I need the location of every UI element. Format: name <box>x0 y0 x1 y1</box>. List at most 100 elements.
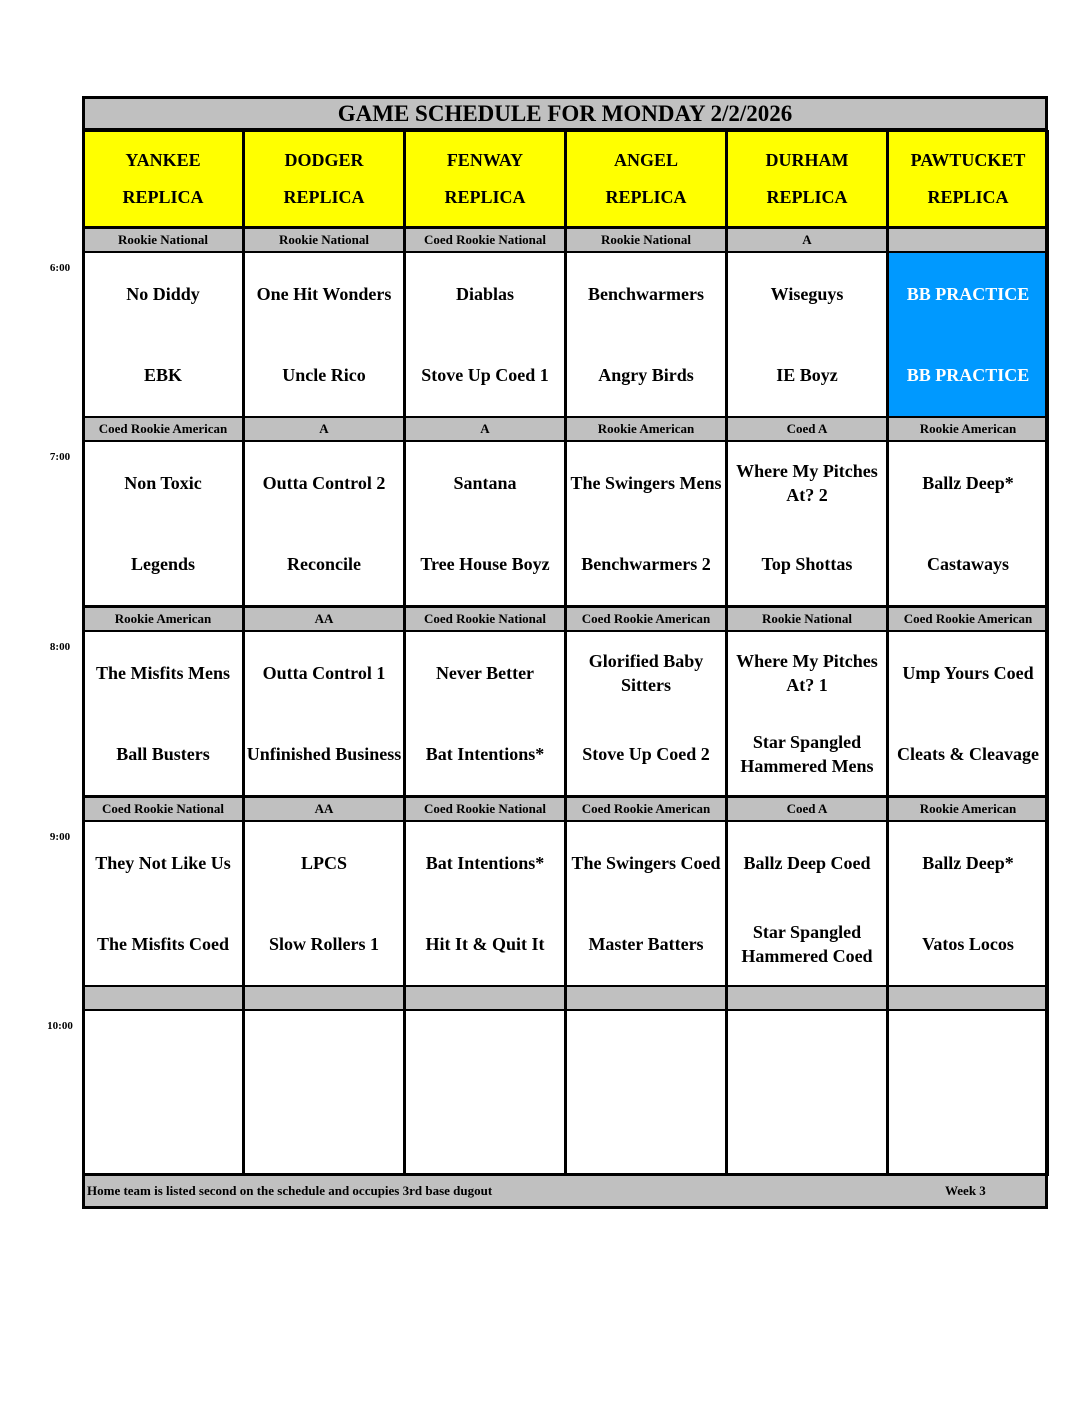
away-team: No Diddy <box>126 283 200 304</box>
away-team <box>728 1011 886 1093</box>
footer-bar: Home team is listed second on the schedu… <box>82 1173 1048 1209</box>
game-cell: Benchwarmers Angry Birds <box>565 251 727 418</box>
home-team: Reconcile <box>287 554 361 575</box>
game-cell: LPCS Slow Rollers 1 <box>243 820 405 987</box>
field-header: DODGER REPLICA <box>243 130 405 228</box>
division-label: Rookie National <box>726 606 888 632</box>
field-subtitle: REPLICA <box>927 187 1009 207</box>
game-cell: BB PRACTICE BB PRACTICE <box>887 251 1049 418</box>
game-cell: Non Toxic Legends <box>82 440 244 607</box>
field-subtitle: REPLICA <box>283 187 365 207</box>
game-cell: The Swingers Mens Benchwarmers 2 <box>565 440 727 607</box>
home-team: Benchwarmers 2 <box>581 554 711 575</box>
away-team: BB PRACTICE <box>906 283 1030 304</box>
home-team: EBK <box>143 365 182 386</box>
away-team: Benchwarmers <box>588 283 704 304</box>
home-team <box>728 1093 886 1175</box>
home-team: Ball Busters <box>116 744 210 765</box>
division-label: A <box>726 227 888 253</box>
division-label: A <box>404 416 566 442</box>
away-team: Santana <box>453 472 517 493</box>
field-header: ANGEL REPLICA <box>565 130 727 228</box>
away-team: LPCS <box>300 852 347 873</box>
home-team: Top Shottas <box>761 554 853 575</box>
division-label <box>887 227 1049 253</box>
home-team: The Misfits Coed <box>97 934 229 955</box>
home-team: IE Boyz <box>776 365 838 386</box>
game-cell: Never Better Bat Intentions* <box>404 630 566 797</box>
division-label: Rookie American <box>887 416 1049 442</box>
division-label: Rookie American <box>887 796 1049 822</box>
away-team: Glorified Baby Sitters <box>588 650 704 695</box>
home-team: Stove Up Coed 2 <box>582 744 710 765</box>
field-name: DURHAM <box>765 150 849 170</box>
away-team: Wiseguys <box>770 283 844 304</box>
field-header: DURHAM REPLICA <box>726 130 888 228</box>
away-team: The Swingers Coed <box>571 852 721 873</box>
time-label: 6:00 <box>49 262 71 274</box>
game-cell: Ump Yours Coed Cleats & Cleavage <box>887 630 1049 797</box>
division-label: Rookie National <box>565 227 727 253</box>
field-name: PAWTUCKET <box>910 150 1026 170</box>
home-team: BB PRACTICE <box>906 365 1030 386</box>
game-cell: Outta Control 2 Reconcile <box>243 440 405 607</box>
field-subtitle: REPLICA <box>122 187 204 207</box>
game-cell <box>243 1009 405 1176</box>
game-cell <box>404 1009 566 1176</box>
game-cell: The Misfits Mens Ball Busters <box>82 630 244 797</box>
field-subtitle: REPLICA <box>605 187 687 207</box>
game-cell <box>82 1009 244 1176</box>
division-label: Rookie American <box>82 606 244 632</box>
field-name: DODGER <box>284 150 364 170</box>
game-cell: Ballz Deep* Vatos Locos <box>887 820 1049 987</box>
division-label <box>887 985 1049 1011</box>
division-label: A <box>243 416 405 442</box>
home-team: Angry Birds <box>598 365 694 386</box>
division-label: Rookie National <box>82 227 244 253</box>
away-team: Outta Control 1 <box>262 662 386 683</box>
time-label: 7:00 <box>49 451 71 463</box>
away-team <box>84 1011 242 1093</box>
division-label: Coed Rookie National <box>82 796 244 822</box>
home-team: Star Spangled Hammered Coed <box>741 922 873 967</box>
field-name: YANKEE <box>125 150 201 170</box>
week-label: Week 3 <box>945 1183 986 1198</box>
away-team: Ump Yours Coed <box>902 662 1034 683</box>
game-cell: Ballz Deep* Castaways <box>887 440 1049 607</box>
home-team: Vatos Locos <box>922 934 1014 955</box>
game-cell: One Hit Wonders Uncle Rico <box>243 251 405 418</box>
away-team: Where My Pitches At? 2 <box>736 460 878 505</box>
field-name: FENWAY <box>446 150 524 170</box>
field-name: ANGEL <box>613 150 678 170</box>
division-label: Coed A <box>726 416 888 442</box>
away-team: One Hit Wonders <box>256 283 392 304</box>
away-team: Ballz Deep* <box>922 852 1014 873</box>
time-label: 10:00 <box>47 1020 73 1032</box>
away-team: Bat Intentions* <box>425 852 545 873</box>
away-team: The Swingers Mens <box>570 472 722 493</box>
division-label <box>404 985 566 1011</box>
game-cell: The Swingers Coed Master Batters <box>565 820 727 987</box>
away-team: Ballz Deep Coed <box>743 852 871 873</box>
home-team: Slow Rollers 1 <box>269 934 379 955</box>
division-label: Rookie National <box>243 227 405 253</box>
game-cell: No Diddy EBK <box>82 251 244 418</box>
game-cell: Bat Intentions* Hit It & Quit It <box>404 820 566 987</box>
home-team: Legends <box>130 554 195 575</box>
away-team: Where My Pitches At? 1 <box>736 650 878 695</box>
away-team <box>889 1011 1047 1093</box>
home-team: Stove Up Coed 1 <box>421 365 549 386</box>
division-label: Coed Rookie American <box>565 796 727 822</box>
game-cell: Where My Pitches At? 2 Top Shottas <box>726 440 888 607</box>
away-team: The Misfits Mens <box>96 662 230 683</box>
game-cell <box>887 1009 1049 1176</box>
time-label: 9:00 <box>49 831 71 843</box>
away-team <box>245 1011 403 1093</box>
page-title: GAME SCHEDULE FOR MONDAY 2/2/2026 <box>82 96 1048 131</box>
division-label: AA <box>243 606 405 632</box>
division-label <box>243 985 405 1011</box>
home-team: Hit It & Quit It <box>425 934 545 955</box>
away-team: Never Better <box>435 662 535 683</box>
division-label: Coed A <box>726 796 888 822</box>
away-team: They Not Like Us <box>95 852 231 873</box>
